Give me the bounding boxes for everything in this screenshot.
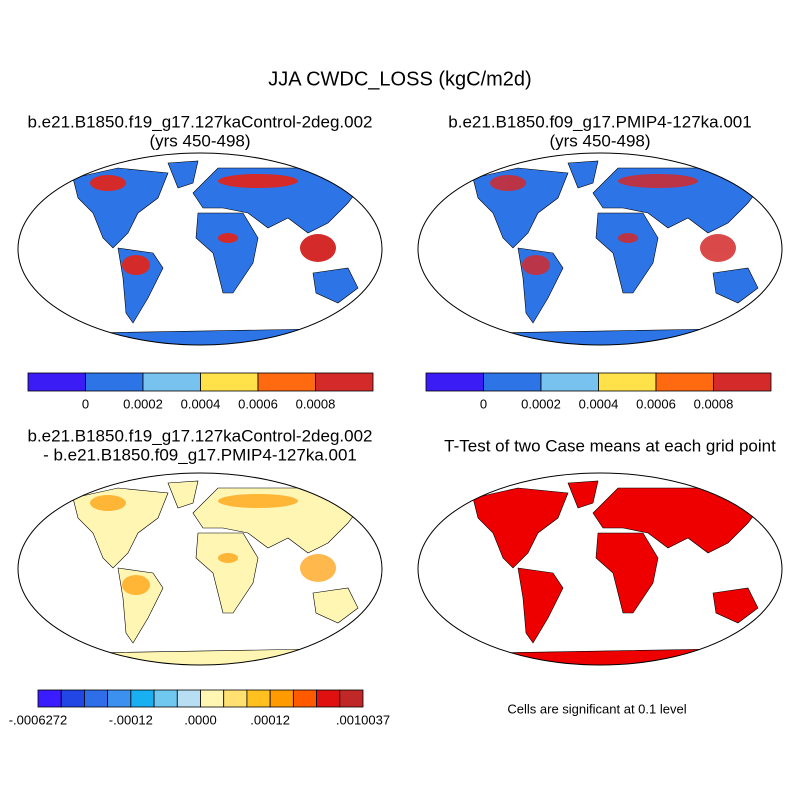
colorbar-label: 0.0004: [579, 396, 619, 411]
colorbar-box: [85, 372, 144, 392]
colorbar-label: .00012: [250, 712, 290, 727]
colorbar-label: 0.0008: [296, 396, 336, 411]
panel-title: (yrs 450-498): [549, 131, 650, 150]
colorbar-label: 0.0006: [636, 396, 676, 411]
map: [17, 152, 383, 346]
colorbar-box: [315, 372, 374, 392]
colorbar-box: [200, 689, 225, 708]
colorbar-box: [269, 689, 294, 708]
colorbar-label: 0.0008: [694, 396, 734, 411]
colorbar-box: [130, 689, 155, 708]
panel-title: T-Test of two Case means at each grid po…: [444, 436, 776, 455]
colorbar-label: .0010037: [336, 712, 390, 727]
colorbar-box: [60, 689, 85, 708]
figure-title: JJA CWDC_LOSS (kgC/m2d): [268, 68, 531, 90]
colorbar-box: [339, 689, 364, 708]
colorbar-label: 0.0002: [521, 396, 561, 411]
colorbar-box: [153, 689, 178, 708]
colorbar-box: [655, 372, 714, 392]
colorbar-box: [540, 372, 599, 392]
colorbar-label: -.0006272: [9, 712, 68, 727]
colorbar-label: 0.0006: [238, 396, 278, 411]
colorbar-box: [316, 689, 341, 708]
colorbar-box: [142, 372, 201, 392]
map: [17, 472, 383, 666]
colorbar-box: [292, 689, 317, 708]
colorbar-label: -.00012: [109, 712, 153, 727]
colorbar-box: [107, 689, 132, 708]
colorbar-label: 0.0002: [123, 396, 163, 411]
colorbar-box: [425, 372, 484, 392]
map: [417, 472, 783, 666]
colorbar-box: [713, 372, 772, 392]
panel-title: b.e21.B1850.f19_g17.127kaControl-2deg.00…: [27, 426, 372, 445]
map: [417, 152, 783, 346]
colorbar-box: [598, 372, 657, 392]
note: Cells are significant at 0.1 level: [507, 701, 686, 716]
colorbar-box: [37, 689, 62, 708]
colorbar-box: [246, 689, 271, 708]
colorbar-box: [200, 372, 259, 392]
colorbar-box: [483, 372, 542, 392]
panel-title: b.e21.B1850.f19_g17.127kaControl-2deg.00…: [27, 112, 372, 131]
colorbar-box: [27, 372, 86, 392]
colorbar-box: [84, 689, 109, 708]
panel-title: b.e21.B1850.f09_g17.PMIP4-127ka.001: [448, 112, 751, 131]
colorbar-label: 0: [82, 396, 89, 411]
panel-title: - b.e21.B1850.f09_g17.PMIP4-127ka.001: [43, 445, 357, 464]
panel-title: (yrs 450-498): [149, 131, 250, 150]
colorbar-box: [223, 689, 248, 708]
colorbar-box: [257, 372, 316, 392]
colorbar-box: [176, 689, 201, 708]
colorbar-label: 0.0004: [181, 396, 221, 411]
colorbar-label: 0: [480, 396, 487, 411]
colorbar-label: .0000: [184, 712, 217, 727]
